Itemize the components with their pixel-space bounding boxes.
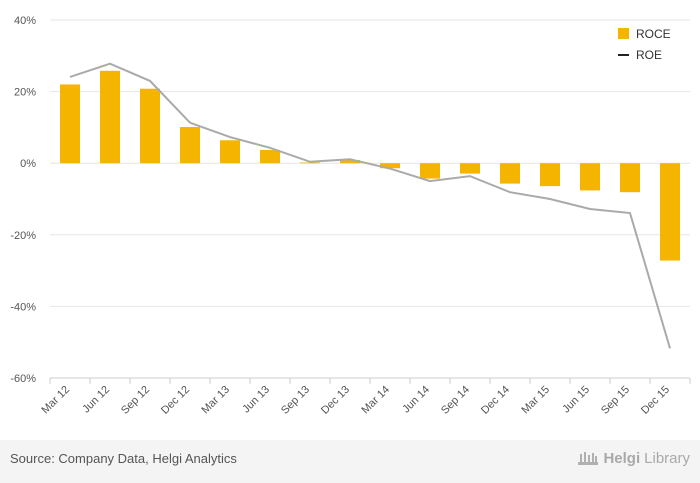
x-tick-label: Dec 14 [479,384,512,417]
bar-roce [220,140,240,164]
bar-roce [260,149,280,164]
library-icon [578,452,599,465]
bar-roce [380,163,400,169]
x-tick-label: Jun 13 [240,384,272,416]
bar-roce [340,159,360,164]
x-tick-label: Mar 12 [39,384,72,417]
x-tick-label: Dec 12 [159,384,192,417]
x-tick-label: Sep 12 [119,384,152,417]
brand-logo: Helgi Library [577,448,690,468]
bar-roce [140,88,160,164]
bar-roce [420,163,440,179]
chart-canvas: 40%20%0%-20%-40%-60%Mar 12 Jun 12 Sep 12 De… [10,15,691,417]
y-tick-label: -20% [10,230,36,242]
x-tick-label: Sep 15 [599,384,632,417]
x-tick-label: Jun 15 [560,384,592,416]
legend-label-roe: ROE [636,48,662,62]
bar-roce [300,162,320,164]
y-tick-label: -60% [10,373,36,385]
y-tick-label: 40% [14,15,36,27]
x-tick-label: Mar 14 [359,384,392,417]
footer-bar: Source: Company Data, Helgi Analytics He… [0,440,700,483]
line-roe [69,62,671,349]
bar-roce [100,70,120,164]
bar-roce [460,163,480,174]
legend-label-roce: ROCE [636,27,671,41]
bar-roce [660,163,680,261]
y-tick-label: 20% [14,87,36,99]
x-tick-label: Jun 14 [400,384,432,416]
legend-swatch-roce [618,28,629,39]
bar-roce [540,163,560,187]
x-tick-label: Mar 13 [199,384,232,417]
x-tick-label: Dec 13 [319,384,352,417]
bar-roce [180,127,200,164]
x-tick-label: Jun 12 [80,384,112,416]
x-tick-label: Sep 13 [279,384,312,417]
bar-roce [580,163,600,191]
y-tick-label: -40% [10,301,36,313]
brand-name-light: Library [644,449,690,467]
bar-roce [620,163,640,193]
x-tick-label: Sep 14 [439,384,472,417]
x-tick-label: Mar 15 [519,384,552,417]
brand-name-bold: Helgi [603,449,641,467]
chart: 40% 20% 0% -20% -40% -60% Mar 12 Jun 12 Sep 12 De… [10,15,691,417]
bar-roce [500,163,520,184]
source-note: Source: Company Data, Helgi Analytics [10,451,237,466]
y-tick-label: 0% [20,158,36,170]
bar-roce [60,84,80,164]
x-tick-label: Dec 15 [639,384,672,417]
